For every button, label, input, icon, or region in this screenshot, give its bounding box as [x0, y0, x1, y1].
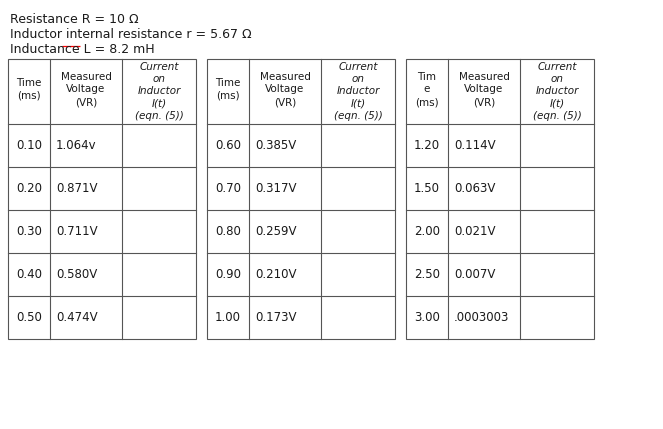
Text: 0.60: 0.60	[215, 139, 241, 152]
Text: 0.580V: 0.580V	[56, 268, 97, 281]
Text: 0.30: 0.30	[16, 225, 42, 238]
Text: 2.50: 2.50	[414, 268, 440, 281]
Bar	[207, 59, 395, 339]
Text: Current
on
Inductor
I(t)
(eqn. (5)): Current on Inductor I(t) (eqn. (5))	[333, 62, 383, 121]
Text: 0.10: 0.10	[16, 139, 42, 152]
Text: Time
(ms): Time (ms)	[17, 78, 42, 101]
Text: 0.474V: 0.474V	[56, 311, 97, 324]
Text: 0.210V: 0.210V	[255, 268, 296, 281]
Text: Current
on
Inductor
I(t)
(eqn. (5)): Current on Inductor I(t) (eqn. (5))	[135, 62, 184, 121]
Text: 0.70: 0.70	[215, 182, 241, 195]
Text: 0.871V: 0.871V	[56, 182, 97, 195]
Text: 0.711V: 0.711V	[56, 225, 97, 238]
Text: Time
(ms): Time (ms)	[215, 78, 241, 101]
Text: Tim
e
(ms): Tim e (ms)	[415, 72, 439, 107]
Text: 0.007V: 0.007V	[454, 268, 495, 281]
Text: Resistance R = 10 Ω: Resistance R = 10 Ω	[10, 13, 139, 26]
Text: 0.259V: 0.259V	[255, 225, 296, 238]
Bar	[8, 59, 196, 339]
Text: 0.114V: 0.114V	[454, 139, 496, 152]
Text: 0.80: 0.80	[215, 225, 241, 238]
Text: Measured
Voltage
(VR): Measured Voltage (VR)	[60, 72, 111, 107]
Text: 0.50: 0.50	[16, 311, 42, 324]
Text: 0.063V: 0.063V	[454, 182, 495, 195]
Text: Inductance L = 8.2 mH: Inductance L = 8.2 mH	[10, 43, 154, 56]
Text: .0003003: .0003003	[454, 311, 509, 324]
Text: 1.00: 1.00	[215, 311, 241, 324]
Text: Current
on
Inductor
I(t)
(eqn. (5)): Current on Inductor I(t) (eqn. (5))	[532, 62, 581, 121]
Text: 0.385V: 0.385V	[255, 139, 296, 152]
Text: 3.00: 3.00	[414, 311, 440, 324]
Text: 0.40: 0.40	[16, 268, 42, 281]
Text: 0.021V: 0.021V	[454, 225, 495, 238]
Text: 0.90: 0.90	[215, 268, 241, 281]
Text: Inductor internal resistance r = 5.67 Ω: Inductor internal resistance r = 5.67 Ω	[10, 28, 252, 41]
Bar	[406, 59, 594, 339]
Text: 0.317V: 0.317V	[255, 182, 296, 195]
Text: Measured
Voltage
(VR): Measured Voltage (VR)	[259, 72, 310, 107]
Text: 1.064v: 1.064v	[56, 139, 97, 152]
Text: Measured
Voltage
(VR): Measured Voltage (VR)	[459, 72, 509, 107]
Text: 2.00: 2.00	[414, 225, 440, 238]
Text: 1.50: 1.50	[414, 182, 440, 195]
Text: 0.20: 0.20	[16, 182, 42, 195]
Text: 1.20: 1.20	[414, 139, 440, 152]
Text: 0.173V: 0.173V	[255, 311, 296, 324]
